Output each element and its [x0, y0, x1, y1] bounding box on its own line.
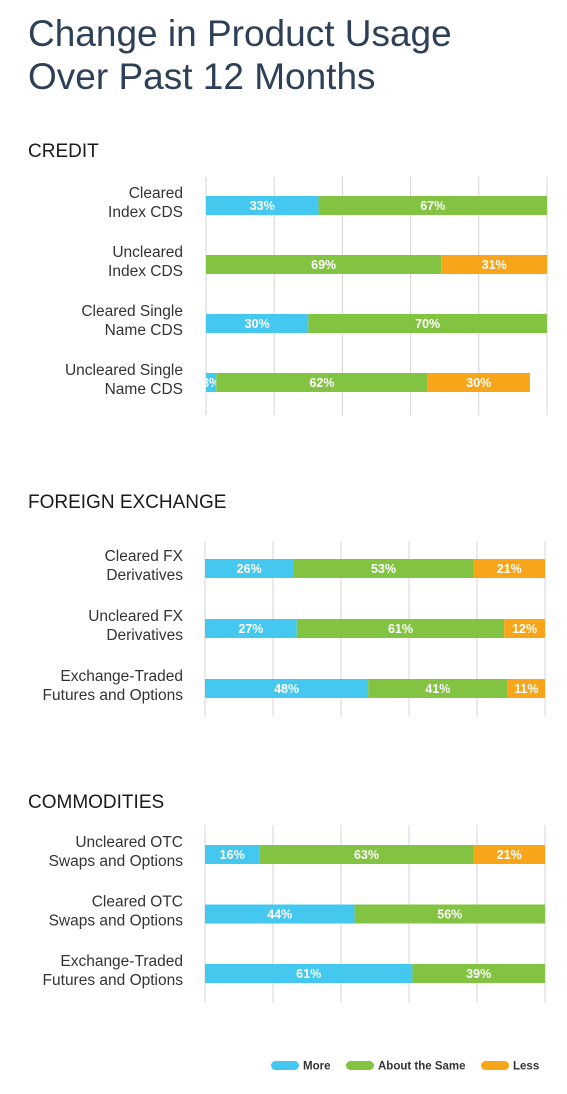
group-foreign-exchange: FOREIGN EXCHANGE Cleared FX Derivatives 26%…	[28, 492, 546, 716]
data-label: 3%	[202, 376, 220, 390]
data-label: 61%	[388, 622, 413, 636]
bar-row: Uncleared Single Name CDS 3% 62% 30%	[65, 362, 530, 398]
category-label: Name CDS	[105, 322, 183, 339]
category-label: Uncleared FX	[88, 608, 183, 625]
data-label: 11%	[514, 682, 538, 696]
bar-row: Uncleared OTC Swaps and Options 16% 63% 21%	[49, 834, 545, 870]
bar-segment-less	[473, 559, 545, 578]
bar-segment-about-the-same	[206, 255, 442, 274]
data-label: 27%	[238, 622, 263, 636]
data-label: 53%	[371, 562, 396, 576]
group-commodities: COMMODITIES Uncleared OTC Swaps and Option…	[28, 792, 546, 1003]
bar-segment-more	[205, 904, 355, 924]
bar-segment-less	[507, 679, 545, 698]
bar-segment-about-the-same	[318, 196, 547, 215]
bar-row: Uncleared Index CDS 69% 31%	[108, 244, 547, 280]
legend-swatch-about-the-same	[346, 1061, 374, 1070]
legend-swatch-less	[481, 1061, 509, 1070]
category-label: Index CDS	[108, 204, 183, 221]
data-label: 21%	[497, 562, 522, 576]
bar-segment-more	[205, 845, 260, 864]
category-label: Uncleared Single	[65, 362, 183, 379]
category-label: Index CDS	[108, 263, 183, 280]
category-label: Exchange-Traded	[60, 953, 183, 970]
category-label: Name CDS	[105, 381, 183, 398]
data-label: 70%	[415, 317, 440, 331]
category-label: Derivatives	[106, 627, 183, 644]
bar-segment-more	[205, 619, 297, 638]
legend-swatch-more	[271, 1061, 299, 1070]
bar-row: Exchange-Traded Futures and Options 61% 39%	[43, 953, 545, 989]
bar-row: Cleared FX Derivatives 26% 53% 21%	[105, 548, 545, 584]
section-title-foreign-exchange: FOREIGN EXCHANGE	[28, 492, 226, 513]
data-label: 67%	[420, 199, 445, 213]
legend: More About the Same Less	[271, 1061, 539, 1073]
bar-row: Uncleared FX Derivatives 27% 61% 12%	[88, 608, 545, 644]
data-label: 39%	[466, 967, 491, 981]
category-label: Uncleared OTC	[75, 834, 183, 851]
bar-segment-more	[205, 679, 369, 698]
data-label: 16%	[220, 848, 245, 862]
data-label: 56%	[437, 908, 462, 922]
data-label: 63%	[354, 848, 379, 862]
bar-segment-less	[473, 845, 545, 864]
data-label: 61%	[296, 967, 321, 981]
bar-row: Exchange-Traded Futures and Options 48% 41%…	[43, 668, 545, 704]
bar-segment-about-the-same	[354, 904, 545, 924]
chart-title-line-1: Change in Product Usage	[28, 13, 452, 54]
data-label: 41%	[425, 682, 450, 696]
bar-segment-about-the-same	[293, 559, 474, 578]
bar-segment-more	[205, 559, 294, 578]
bar-segment-about-the-same	[308, 314, 547, 333]
group-credit: CREDIT Cleared Index CDS 33% 67% Uncleared Ind…	[28, 141, 548, 415]
data-label: 21%	[497, 848, 522, 862]
bar-segment-less	[504, 619, 545, 638]
data-label: 31%	[482, 258, 507, 272]
category-label: Derivatives	[106, 567, 183, 584]
bar-segment-about-the-same	[412, 964, 545, 983]
bar-segment-about-the-same	[216, 373, 428, 392]
category-label: Futures and Options	[43, 972, 184, 989]
bar-segment-more	[205, 964, 413, 983]
category-label: Exchange-Traded	[60, 668, 183, 685]
bar-row: Cleared Single Name CDS 30% 70%	[81, 303, 547, 339]
bar-segment-more	[206, 196, 319, 215]
data-label: 48%	[274, 682, 299, 696]
bar-segment-less	[441, 255, 547, 274]
category-label: Swaps and Options	[49, 913, 184, 930]
category-label: Cleared OTC	[92, 894, 183, 911]
data-label: 62%	[309, 376, 334, 390]
bar-segment-more	[206, 314, 309, 333]
category-label: Futures and Options	[43, 687, 184, 704]
data-label: 30%	[245, 317, 270, 331]
bar-row: Cleared Index CDS 33% 67%	[108, 185, 547, 221]
data-label: 33%	[250, 199, 275, 213]
bar-segment-about-the-same	[296, 619, 505, 638]
section-title-commodities: COMMODITIES	[28, 792, 164, 813]
category-label: Cleared FX	[105, 548, 184, 565]
category-label: Swaps and Options	[49, 853, 184, 870]
data-label: 44%	[267, 908, 292, 922]
category-label: Cleared	[129, 185, 183, 202]
legend-label-about-the-same: About the Same	[378, 1061, 466, 1073]
legend-label-more: More	[303, 1061, 330, 1073]
chart-title: Change in Product Usage Over Past 12 Mon…	[28, 12, 548, 98]
bar-row: Cleared OTC Swaps and Options 44% 56%	[49, 894, 545, 930]
legend-label-less: Less	[513, 1061, 539, 1073]
data-label: 26%	[237, 562, 262, 576]
category-label: Cleared Single	[81, 303, 183, 320]
bar-segment-about-the-same	[368, 679, 508, 698]
chart-title-line-2: Over Past 12 Months	[28, 56, 376, 97]
bar-segment-less	[427, 373, 530, 392]
section-title-credit: CREDIT	[28, 141, 99, 162]
bar-segment-about-the-same	[259, 845, 474, 864]
bar-segment-more	[206, 373, 217, 392]
data-label: 30%	[466, 376, 491, 390]
data-label: 12%	[512, 622, 537, 636]
data-label: 69%	[311, 258, 336, 272]
category-label: Uncleared	[112, 244, 183, 261]
